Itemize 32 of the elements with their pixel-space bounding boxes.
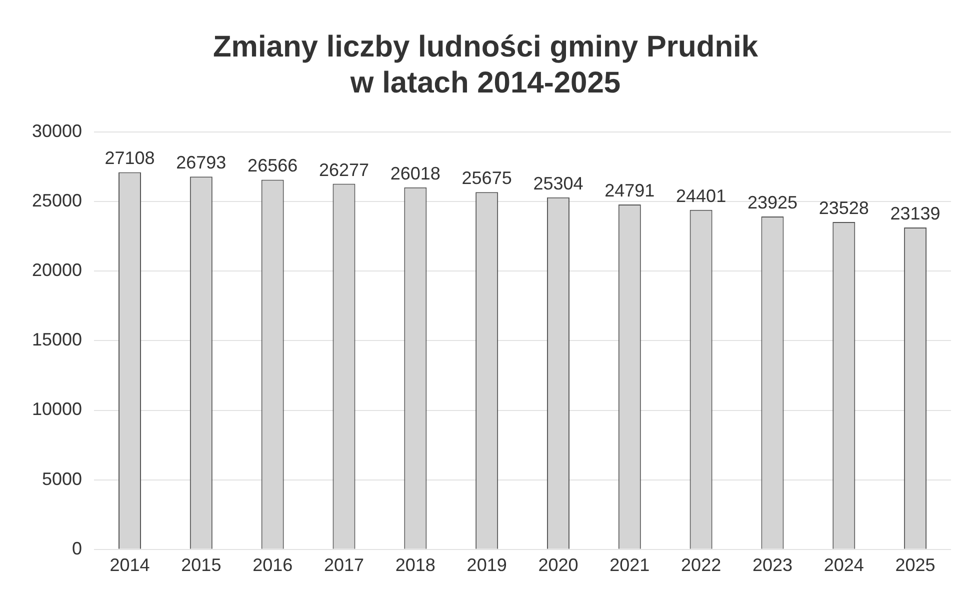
data-label: 24401 xyxy=(676,186,726,206)
x-tick-label: 2018 xyxy=(395,555,436,576)
x-tick-label: 2019 xyxy=(466,555,507,576)
y-tick-label: 0 xyxy=(72,538,82,558)
y-tick-label: 20000 xyxy=(32,260,82,280)
x-tick-label: 2015 xyxy=(181,555,222,576)
y-tick-label: 30000 xyxy=(32,120,82,141)
data-label: 23139 xyxy=(890,203,940,224)
x-tick-label: 2017 xyxy=(324,555,364,576)
x-tick-label: 2023 xyxy=(752,555,792,576)
x-tick-label: 2014 xyxy=(110,555,150,576)
x-tick-label: 2020 xyxy=(538,555,578,576)
x-tick-label: 2024 xyxy=(824,555,864,576)
x-tick-label: 2016 xyxy=(252,555,293,576)
y-tick-label: 25000 xyxy=(32,190,82,211)
data-label: 26566 xyxy=(248,156,298,176)
chart-title: Zmiany liczby ludności gminy Prudnik w latach 2014-2025 xyxy=(212,30,758,100)
data-label: 24791 xyxy=(604,180,655,200)
x-tick-label: 2021 xyxy=(610,555,650,576)
y-tick-label: 5000 xyxy=(42,468,82,489)
y-tick-label: 15000 xyxy=(32,330,82,350)
data-label: 27108 xyxy=(104,148,155,168)
data-label: 25304 xyxy=(533,173,584,194)
x-tick-label: 2025 xyxy=(895,555,936,576)
data-label: 26018 xyxy=(390,163,440,184)
data-label: 23528 xyxy=(818,198,869,218)
x-tick-label: 2022 xyxy=(681,555,722,576)
data-label: 26277 xyxy=(318,160,370,180)
y-tick-label: 10000 xyxy=(32,399,82,420)
data-label: 26793 xyxy=(176,152,226,173)
data-label: 25675 xyxy=(462,168,512,188)
data-label: 23925 xyxy=(747,192,798,212)
